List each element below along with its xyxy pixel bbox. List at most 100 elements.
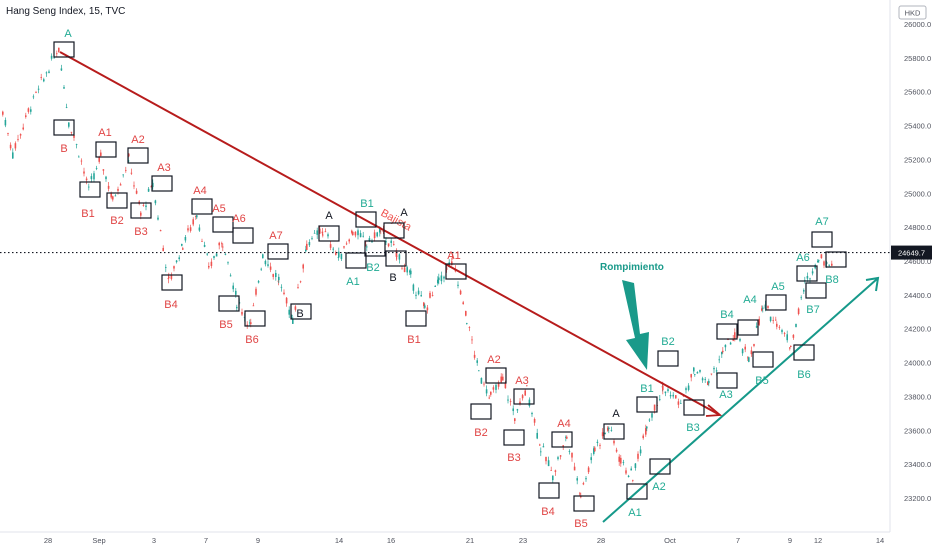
candle-body <box>119 184 122 186</box>
candle-body <box>587 467 590 473</box>
candle-body <box>135 190 138 194</box>
price-axis: HKD 26000.0 25800.0 25600.0 25400.0 25200.0 25… <box>889 0 931 532</box>
candle-body <box>783 333 786 334</box>
wave-label: B1 <box>640 383 653 395</box>
candle-body <box>680 403 682 404</box>
candle-body <box>539 444 541 446</box>
candle-body <box>255 288 257 295</box>
candle-body <box>536 432 538 439</box>
candle-body <box>443 276 445 279</box>
candle-body <box>25 115 27 117</box>
uptrend-arrowhead <box>865 276 880 292</box>
candle-body <box>308 242 311 246</box>
candle-body <box>521 395 524 399</box>
candle-body <box>814 264 816 269</box>
candle-body <box>755 326 758 328</box>
candle-body <box>105 176 107 180</box>
candle-body <box>107 185 110 189</box>
candle-body <box>721 351 723 355</box>
candle-body <box>50 55 53 59</box>
candle-body <box>687 385 690 390</box>
time-tick: 21 <box>466 536 474 545</box>
wave-label: B4 <box>164 299 177 311</box>
wave-label: A <box>612 408 620 420</box>
candle-body <box>734 332 736 339</box>
candle-body <box>162 247 164 252</box>
candle-body <box>53 57 55 59</box>
candle-body <box>327 234 329 237</box>
candle-body <box>189 227 192 231</box>
candle-body <box>299 281 302 283</box>
candle-body <box>651 413 653 418</box>
candle-body <box>203 245 206 247</box>
wave-label: B2 <box>366 262 379 274</box>
candle-body <box>102 169 105 171</box>
wave-box <box>318 225 340 242</box>
candle-body <box>492 387 495 390</box>
candle-body <box>297 287 299 288</box>
candle-body <box>285 297 288 304</box>
candle-body <box>403 267 406 273</box>
candle-body <box>490 391 492 395</box>
candle-body <box>170 275 173 279</box>
candle-body <box>305 249 307 252</box>
candle-body <box>168 276 170 278</box>
candle-body <box>133 185 135 187</box>
wave-label: A2 <box>652 481 665 493</box>
candle-body <box>471 339 473 341</box>
candle-body <box>316 230 318 235</box>
time-tick: 14 <box>876 536 884 545</box>
candle-body <box>48 71 50 73</box>
wave-label: A1 <box>447 250 460 262</box>
candle-body <box>278 276 280 281</box>
candle-body <box>68 122 70 127</box>
candle-body <box>604 432 606 434</box>
wave-label: A3 <box>719 389 732 401</box>
candle-body <box>747 357 749 359</box>
wave-label: B3 <box>686 422 699 434</box>
wave-box <box>106 192 128 209</box>
wave-label: A3 <box>157 162 170 174</box>
candle-body <box>410 270 412 275</box>
candle-body <box>764 304 767 309</box>
candle-body <box>424 305 426 308</box>
candle-body <box>302 264 304 269</box>
time-axis: 28 Sep 3 7 9 14 16 21 23 28 Oct 7 9 12 14 <box>0 531 890 545</box>
candle-body <box>550 470 552 471</box>
candles <box>2 47 833 499</box>
candle-body <box>669 395 672 397</box>
candle-body <box>379 228 381 233</box>
currency-label: HKD <box>905 9 921 18</box>
candle-body <box>260 268 262 270</box>
candle-body <box>514 418 516 422</box>
candle-body <box>70 131 73 133</box>
candle-body <box>294 306 297 310</box>
wave-box <box>551 431 573 448</box>
candle-body <box>222 246 224 248</box>
candle-body <box>820 254 823 259</box>
candle-body <box>566 436 568 439</box>
candle-body <box>98 157 100 162</box>
candle-body <box>429 292 431 298</box>
candle-body <box>178 257 180 260</box>
candle-body <box>648 419 651 421</box>
time-tick: 23 <box>519 536 527 545</box>
candle-body <box>590 457 592 461</box>
candle-body <box>675 395 677 399</box>
wave-label: B1 <box>407 334 420 346</box>
candle-body <box>753 344 755 346</box>
wave-box <box>793 344 815 361</box>
wave-box <box>716 323 738 340</box>
candle-body <box>620 457 622 464</box>
wave-box <box>244 310 266 327</box>
candle-body <box>12 152 14 159</box>
candle-body <box>772 319 774 321</box>
candle-body <box>7 133 9 134</box>
candle-body <box>708 380 710 384</box>
price-tag-label: 24649.7 <box>898 249 925 258</box>
candle-body <box>395 250 398 257</box>
candle-body <box>246 324 248 326</box>
candle-body <box>828 264 830 266</box>
candle-body <box>452 255 454 258</box>
